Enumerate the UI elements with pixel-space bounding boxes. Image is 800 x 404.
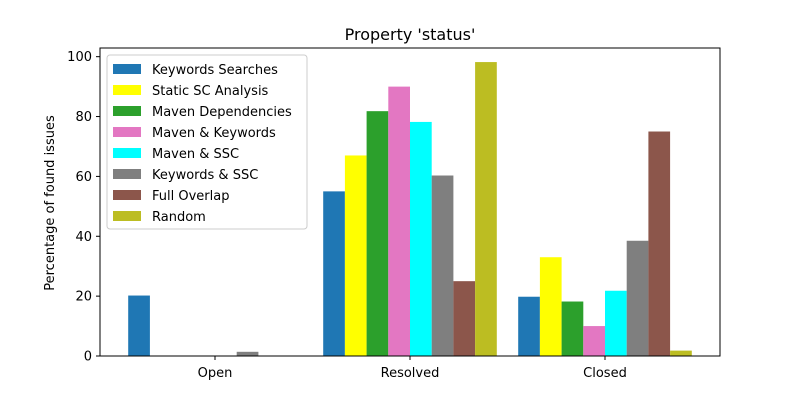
legend-swatch <box>113 106 141 116</box>
bar-maven-dependencies-closed <box>561 301 584 356</box>
x-tick-label: Resolved <box>381 366 440 381</box>
bar-full-overlap-closed <box>648 131 671 356</box>
legend-swatch <box>113 169 141 179</box>
chart-title: Property 'status' <box>345 25 476 44</box>
bar-full-overlap-resolved <box>453 281 476 356</box>
bar-keywords-searches-closed <box>518 296 540 356</box>
bar-keywords-ssc-open <box>236 351 259 356</box>
bar-maven-ssc-resolved <box>410 121 432 357</box>
legend-swatch <box>113 148 141 158</box>
x-tick-label: Open <box>198 366 233 381</box>
bar-static-sc-analysis-closed <box>539 257 562 356</box>
legend-label: Static SC Analysis <box>152 84 269 99</box>
legend-swatch <box>113 190 141 200</box>
bar-keywords-searches-resolved <box>323 191 345 356</box>
legend-swatch <box>113 211 141 221</box>
bar-maven-keywords-closed <box>583 326 605 356</box>
legend-label: Keywords Searches <box>152 63 278 78</box>
x-tick-label: Closed <box>583 366 627 381</box>
y-tick-label: 0 <box>84 350 92 365</box>
legend-swatch <box>113 85 141 95</box>
plot-area: 0 20 40 60 80 100 Open Resolved Closed <box>67 47 721 381</box>
y-tick-label: 60 <box>75 170 92 185</box>
bar-static-sc-analysis-resolved <box>344 155 367 356</box>
y-axis-label: Percentage of found issues <box>43 115 58 291</box>
legend-box <box>106 54 308 230</box>
bar-keywords-searches-open <box>128 295 150 356</box>
bar-maven-keywords-resolved <box>388 86 410 357</box>
legend: Keywords Searches Static SC Analysis Maven… <box>106 54 308 230</box>
legend-label: Maven & SSC <box>152 147 239 162</box>
y-tick-label: 40 <box>75 230 92 245</box>
legend-swatch <box>113 127 141 137</box>
legend-label: Maven & Keywords <box>152 126 276 141</box>
bar-keywords-ssc-resolved <box>431 175 454 356</box>
legend-label: Random <box>152 210 206 225</box>
legend-label: Keywords & SSC <box>152 168 258 183</box>
bar-keywords-ssc-closed <box>626 240 649 356</box>
legend-label: Full Overlap <box>152 189 229 204</box>
legend-swatch <box>113 64 141 74</box>
legend-label: Maven Dependencies <box>152 105 292 120</box>
y-tick-label: 20 <box>75 290 92 305</box>
bar-maven-dependencies-resolved <box>366 111 389 356</box>
bar-random-resolved <box>475 62 497 356</box>
y-tick-label: 80 <box>75 110 92 125</box>
bar-random-closed <box>670 350 692 356</box>
bar-maven-ssc-closed <box>605 290 627 356</box>
y-tick-label: 100 <box>67 50 92 65</box>
